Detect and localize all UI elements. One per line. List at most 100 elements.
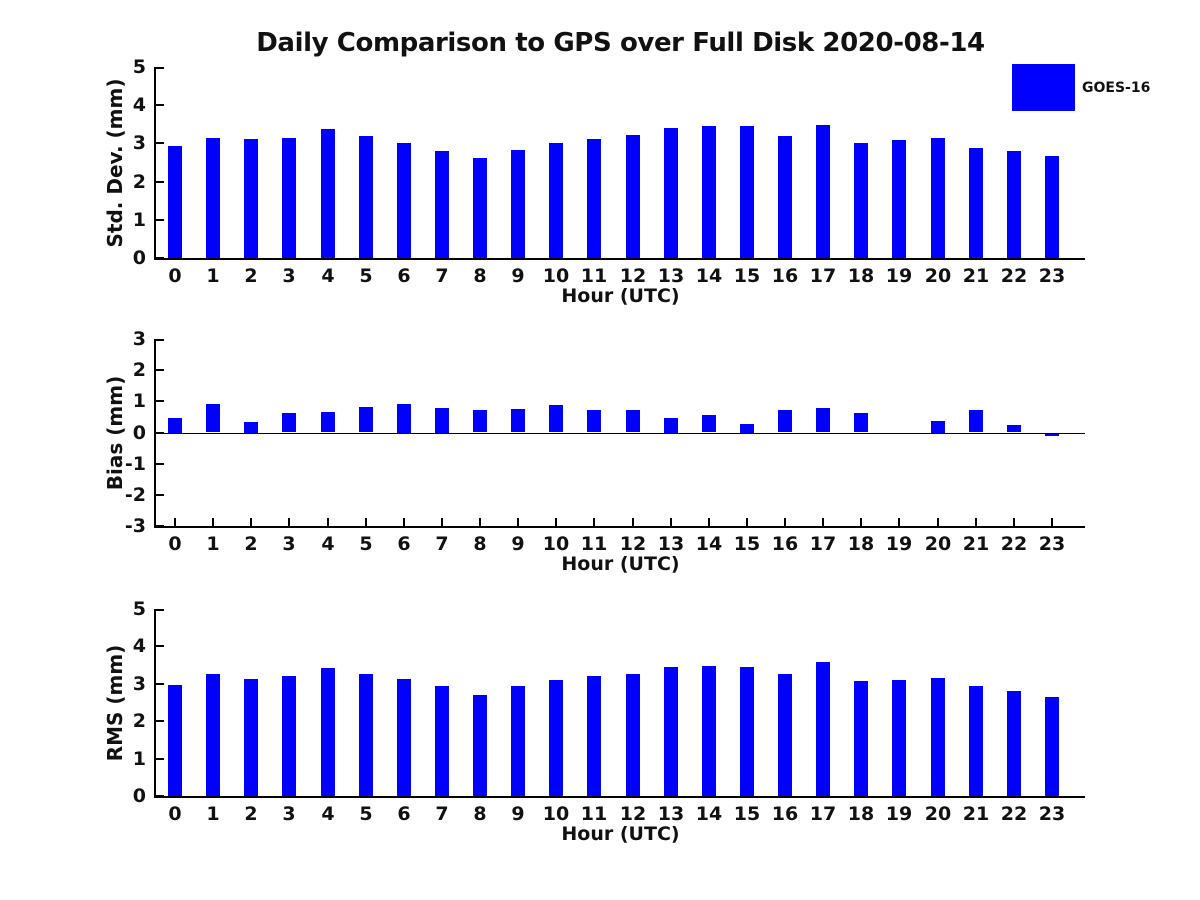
bar-std-dev-hour-10 [549,143,563,258]
bar-bias-hour-20 [931,421,945,433]
y-tick-label: 0 [132,422,146,444]
bar-bias-hour-14 [702,415,716,432]
x-tick-label: 0 [168,533,182,555]
x-tick [632,518,634,526]
bar-bias-hour-1 [206,404,220,432]
y-tick-label: -2 [124,484,146,506]
x-tick-label: 22 [1000,533,1028,555]
x-tick-label: 5 [359,533,373,555]
x-tick-label: 7 [435,533,449,555]
x-tick-label: 1 [206,265,220,287]
x-tick-label: 4 [321,265,335,287]
y-tick [156,181,164,183]
y-tick-label: 0 [132,785,146,807]
bar-rms-hour-18 [854,681,868,796]
y-axis-line [154,609,156,798]
bar-rms-hour-1 [206,674,220,796]
bar-std-dev-hour-20 [931,138,945,258]
y-tick-label: -1 [124,453,146,475]
y-tick-label: 2 [132,171,146,193]
x-tick-label: 11 [580,265,608,287]
y-tick-label: 4 [132,635,146,657]
x-tick-label: 23 [1038,803,1066,825]
y-tick-label: 4 [132,94,146,116]
bar-rms-hour-11 [587,676,601,796]
x-tick-label: 17 [809,803,837,825]
x-tick-label: 15 [733,265,761,287]
y-tick [156,142,164,144]
bar-rms-hour-23 [1045,697,1059,796]
y-tick [156,67,164,69]
y-tick [156,339,164,341]
x-tick-label: 0 [168,265,182,287]
y-tick [156,257,164,259]
y-tick [156,432,164,434]
x-tick-label: 7 [435,803,449,825]
x-tick [517,518,519,526]
bar-bias-hour-21 [969,410,983,432]
bar-std-dev-hour-22 [1007,151,1021,258]
y-axis-line [154,339,156,528]
bar-bias-hour-12 [626,410,640,432]
bar-bias-hour-3 [282,413,296,432]
x-tick [784,518,786,526]
x-tick-label: 4 [321,533,335,555]
subplot-rms: RMS (mm) Hour (UTC) 0 1 2 3 4 5 0 1 2 3 4 5 6 7 8 9 10 11… [0,598,1200,845]
bar-bias-hour-10 [549,405,563,432]
x-tick-label: 3 [282,265,296,287]
bar-std-dev-hour-0 [168,146,182,258]
bar-rms-hour-4 [321,668,335,796]
bar-bias-hour-2 [244,422,258,433]
y-tick [156,219,164,221]
x-tick-label: 17 [809,265,837,287]
x-tick-label: 14 [695,265,723,287]
x-tick [593,518,595,526]
x-tick-label: 21 [962,265,990,287]
y-tick [156,720,164,722]
bar-bias-hour-6 [397,404,411,433]
x-tick [441,518,443,526]
bar-bias-hour-7 [435,408,449,433]
subplot-bias: Bias (mm) Hour (UTC) -3 -2 -1 0 1 2 3 0 1 2 3 4 5 6 7 8… [0,328,1200,575]
bar-std-dev-hour-3 [282,138,296,258]
bar-std-dev-hour-14 [702,126,716,258]
y-tick-label: 5 [132,56,146,78]
bar-std-dev-hour-9 [511,150,525,258]
x-tick-label: 10 [542,803,570,825]
bar-rms-hour-8 [473,695,487,796]
x-tick-label: 18 [847,533,875,555]
x-tick [174,518,176,526]
bar-std-dev-hour-23 [1045,156,1059,258]
x-axis-line [154,796,1085,798]
bar-rms-hour-14 [702,666,716,796]
y-tick-label: -3 [124,515,146,537]
bar-bias-hour-22 [1007,425,1021,432]
bar-rms-hour-2 [244,679,258,796]
y-tick [156,758,164,760]
y-tick [156,645,164,647]
x-tick-label: 8 [473,803,487,825]
bar-rms-hour-13 [664,667,678,796]
x-tick-label: 0 [168,803,182,825]
y-tick [156,683,164,685]
y-tick [156,400,164,402]
x-tick-label: 19 [885,803,913,825]
x-tick-label: 13 [657,533,685,555]
bar-bias-hour-4 [321,412,335,432]
bar-rms-hour-9 [511,686,525,796]
y-tick-label: 1 [132,209,146,231]
bar-bias-hour-15 [740,424,754,433]
x-tick-label: 18 [847,803,875,825]
x-tick [975,518,977,526]
bar-bias-hour-18 [854,413,868,432]
x-tick [288,518,290,526]
bar-bias-hour-0 [168,418,182,433]
x-tick-label: 4 [321,803,335,825]
x-tick-label: 12 [619,533,647,555]
x-tick-label: 22 [1000,265,1028,287]
y-tick-label: 1 [132,748,146,770]
y-tick [156,463,164,465]
y-axis-label: RMS (mm) [103,644,127,761]
x-tick-label: 12 [619,265,647,287]
